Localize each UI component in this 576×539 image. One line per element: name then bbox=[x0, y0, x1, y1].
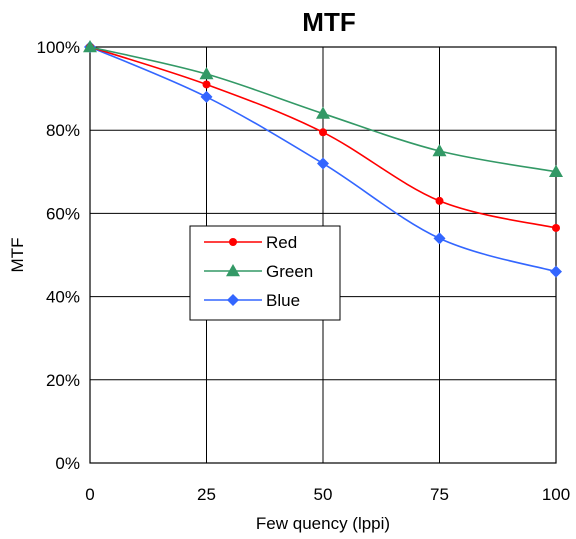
series-layer bbox=[83, 40, 563, 278]
data-point-green bbox=[199, 67, 214, 80]
x-axis-label: Few quency (lppi) bbox=[256, 514, 390, 533]
legend: Red Green Blue bbox=[189, 225, 341, 321]
y-tick-label: 0% bbox=[55, 454, 80, 473]
legend-item-blue: Blue bbox=[204, 291, 300, 310]
y-tick-label: 100% bbox=[37, 38, 80, 57]
y-tick-label: 40% bbox=[46, 288, 80, 307]
legend-label-red: Red bbox=[266, 233, 297, 252]
plot-area bbox=[89, 46, 557, 464]
x-tick-label: 0 bbox=[85, 485, 94, 504]
tick-labels: 0% 20% 40% 60% 80% 100% 0 25 50 75 100 bbox=[37, 38, 571, 504]
data-point-red bbox=[202, 80, 211, 89]
x-tick-label: 50 bbox=[314, 485, 333, 504]
x-tick-label: 100 bbox=[542, 485, 570, 504]
data-point-green bbox=[83, 40, 97, 53]
legend-label-green: Green bbox=[266, 262, 313, 281]
data-point-blue bbox=[317, 157, 329, 170]
legend-marker-blue bbox=[227, 294, 239, 306]
legend-item-red: Red bbox=[204, 233, 297, 252]
y-tick-label: 80% bbox=[46, 121, 80, 140]
data-point-blue bbox=[550, 265, 562, 278]
legend-item-green: Green bbox=[204, 262, 313, 281]
data-point-red bbox=[552, 223, 560, 232]
y-axis-label: MTF bbox=[8, 238, 27, 273]
legend-marker-red bbox=[229, 238, 237, 246]
legend-marker-green bbox=[226, 264, 240, 277]
data-point-green bbox=[316, 106, 330, 119]
data-point-green bbox=[549, 164, 563, 178]
data-point-blue bbox=[200, 90, 213, 103]
data-point-green bbox=[432, 144, 447, 157]
chart-title: MTF bbox=[302, 7, 355, 37]
data-point-blue bbox=[433, 232, 446, 245]
legend-label-blue: Blue bbox=[266, 291, 300, 310]
data-point-red bbox=[435, 196, 444, 205]
x-tick-label: 75 bbox=[430, 485, 449, 504]
series-green bbox=[83, 40, 563, 178]
y-tick-label: 60% bbox=[46, 204, 80, 223]
y-tick-label: 20% bbox=[46, 371, 80, 390]
data-point-red bbox=[319, 128, 327, 137]
legend-box bbox=[189, 225, 341, 321]
x-tick-label: 25 bbox=[197, 485, 216, 504]
